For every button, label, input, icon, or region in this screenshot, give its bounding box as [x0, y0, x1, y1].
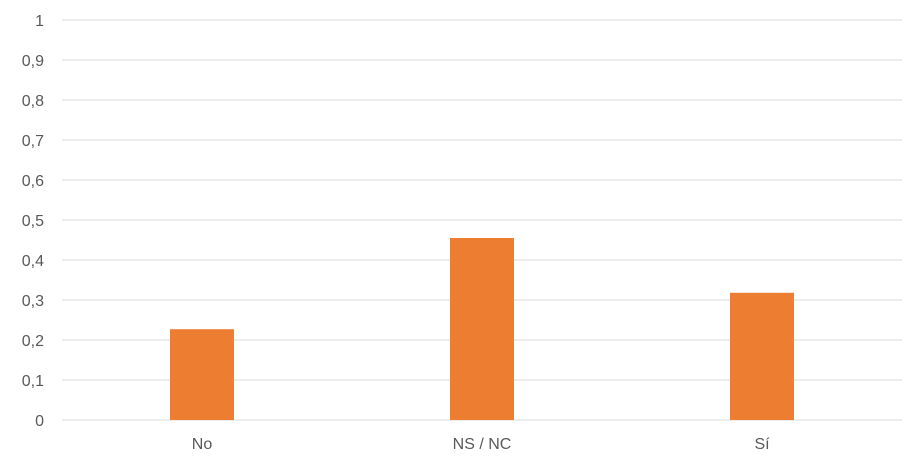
x-category-label: NS / NC [453, 436, 512, 453]
x-axis-category-labels: No NS / NC Sí [192, 436, 770, 453]
bar [730, 292, 794, 420]
y-tick-label: 0,4 [22, 253, 44, 270]
x-category-label: No [192, 436, 213, 453]
y-tick-label: 0 [35, 413, 44, 430]
y-tick-label: 0,2 [22, 333, 44, 350]
y-tick-label: 0,7 [22, 133, 44, 150]
bar [170, 329, 234, 420]
bar [450, 238, 514, 420]
bars [170, 238, 794, 420]
y-tick-label: 0,6 [22, 173, 44, 190]
y-tick-label: 0,1 [22, 373, 44, 390]
y-tick-label: 0,9 [22, 53, 44, 70]
y-tick-label: 1 [35, 13, 44, 30]
y-tick-label: 0,5 [22, 213, 44, 230]
y-tick-label: 0,8 [22, 93, 44, 110]
x-category-label: Sí [754, 436, 770, 453]
y-tick-label: 0,3 [22, 293, 44, 310]
y-axis-tick-labels: 0 0,1 0,2 0,3 0,4 0,5 0,6 0,7 0,8 0,9 1 [22, 13, 44, 430]
